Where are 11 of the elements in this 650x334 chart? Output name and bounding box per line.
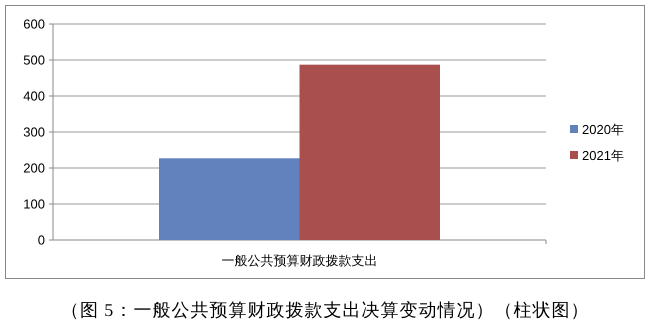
y-tick-label: 0: [38, 232, 45, 248]
y-tick-label: 500: [23, 52, 45, 68]
legend-label: 2020年: [582, 122, 624, 137]
text: （图 5：一般公共预算财政拨款支出决算变动情况）（柱状图）: [60, 300, 590, 320]
y-tick-label: 300: [23, 124, 45, 140]
y-tick-label: 200: [23, 160, 45, 176]
y-tick-label: 100: [23, 196, 45, 212]
y-tick-label: 400: [23, 88, 45, 104]
legend-label: 2021年: [582, 148, 624, 163]
x-tick-label: 一般公共预算财政拨款支出: [222, 253, 378, 268]
y-tick-label: 600: [23, 16, 45, 32]
